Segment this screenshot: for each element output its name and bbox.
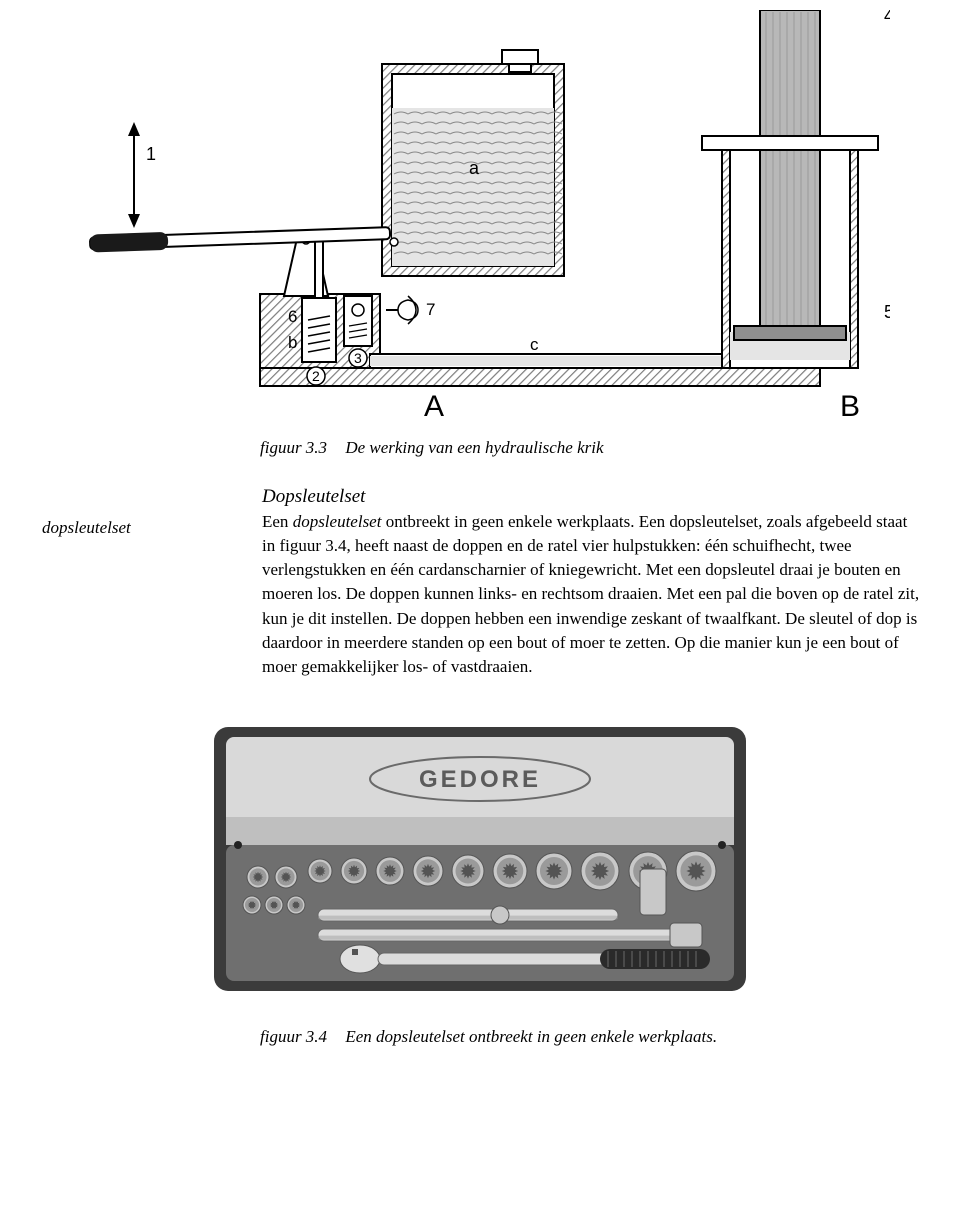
svg-text:c: c bbox=[530, 335, 539, 354]
figure-2-caption: figuur 3.4 Een dopsleutelset ontbreekt i… bbox=[260, 1027, 920, 1047]
svg-text:4: 4 bbox=[884, 10, 890, 26]
svg-text:a: a bbox=[469, 158, 480, 178]
svg-text:6: 6 bbox=[288, 307, 297, 326]
svg-text:5: 5 bbox=[884, 302, 890, 322]
svg-text:A: A bbox=[424, 390, 444, 420]
svg-text:b: b bbox=[288, 333, 297, 352]
svg-text:1: 1 bbox=[146, 144, 156, 164]
margin-term: dopsleutelset bbox=[42, 486, 232, 679]
svg-text:7: 7 bbox=[426, 300, 435, 319]
figure-1-number: figuur 3.3 bbox=[260, 438, 327, 457]
figure-1-text: De werking van een hydraulische krik bbox=[345, 438, 603, 457]
section-title: Dopsleutelset bbox=[262, 486, 920, 508]
svg-text:B: B bbox=[840, 390, 860, 420]
svg-text:3: 3 bbox=[354, 350, 362, 366]
figure-1-caption: figuur 3.3 De werking van een hydraulisc… bbox=[260, 438, 920, 458]
svg-text:GEDORE: GEDORE bbox=[419, 766, 541, 793]
figure-2-number: figuur 3.4 bbox=[260, 1027, 327, 1046]
svg-text:2: 2 bbox=[312, 368, 320, 384]
figure-2-text: Een dopsleutelset ontbreekt in geen enke… bbox=[345, 1027, 717, 1046]
figure-socket-set: GEDORE bbox=[40, 713, 920, 1003]
body-block: Dopsleutelset Een dopsleutelset ontbreek… bbox=[262, 486, 920, 679]
figure-hydraulic-jack: a 6 b 3 2 7 c 4 5 A B 1 bbox=[40, 0, 920, 420]
body-paragraph: Een dopsleutelset ontbreekt in geen enke… bbox=[262, 510, 920, 679]
